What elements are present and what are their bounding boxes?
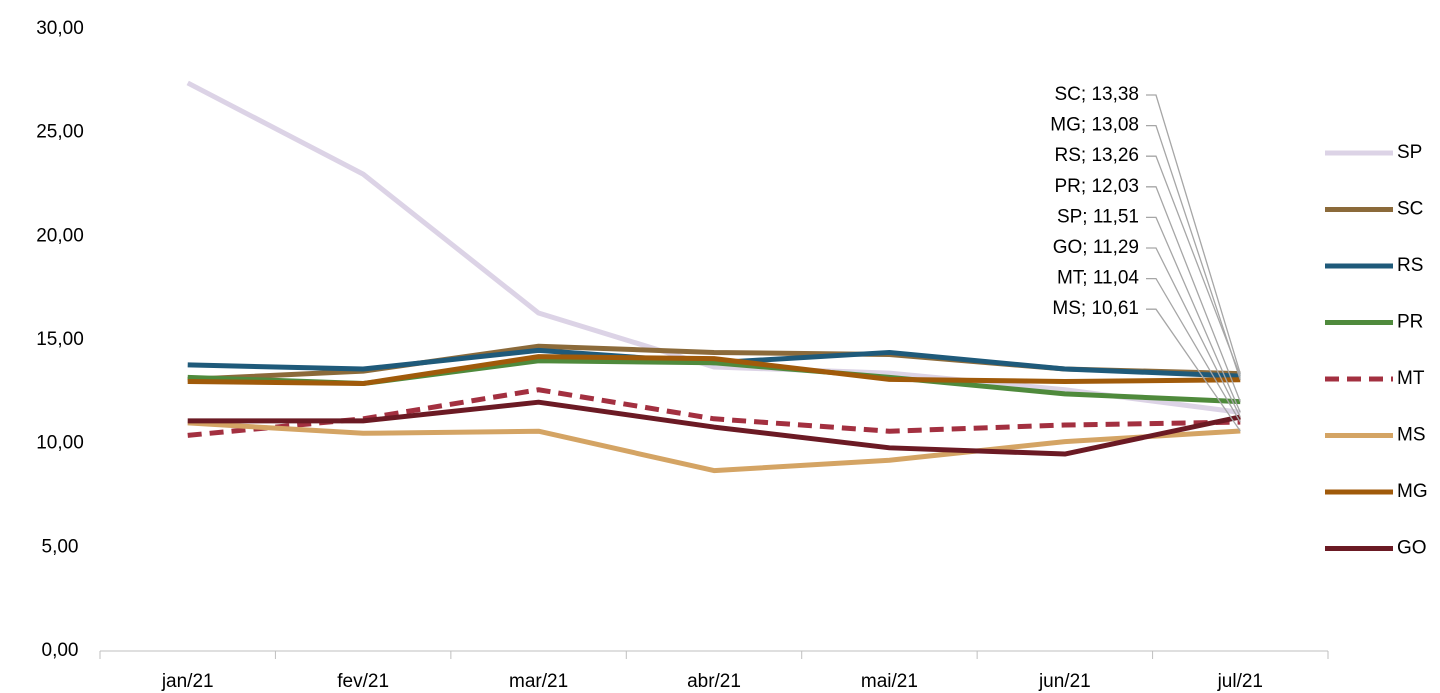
leader-line [1146,124,1241,381]
y-tick-label: 5,00 [42,536,79,557]
data-label: GO; 11,29 [1053,237,1139,258]
y-tick-label: 0,00 [42,640,79,661]
x-tick-label: abr/21 [687,671,741,692]
legend-label: GO [1397,538,1427,559]
y-tick-label: 25,00 [36,122,84,143]
data-label: PR; 12,03 [1055,176,1140,197]
y-tick-label: 15,00 [36,329,84,350]
x-tick-label: jan/21 [161,671,214,692]
x-tick-label: fev/21 [337,671,389,692]
y-tick-label: 30,00 [36,18,84,39]
data-label: SP; 11,51 [1057,206,1139,227]
data-label: MG; 13,08 [1050,115,1139,136]
legend-label: MT [1397,368,1425,389]
series-line [187,399,1241,457]
leader-line [1146,94,1241,374]
leader-line [1146,247,1241,418]
data-label: MT; 11,04 [1057,268,1139,289]
leader-line [1146,155,1241,377]
y-tick-label: 10,00 [36,433,84,454]
data-label: RS; 13,26 [1055,145,1140,166]
leader-line [1146,216,1241,413]
data-label: MS; 10,61 [1052,298,1139,319]
x-tick-label: jun/21 [1038,671,1091,692]
legend-label: RS [1397,255,1423,276]
legend-label: MS [1397,425,1426,446]
legend-label: MG [1397,481,1428,502]
data-label: SC; 13,38 [1055,84,1140,105]
legend-label: SP [1397,142,1422,163]
x-tick-label: mar/21 [509,671,568,692]
series-line [187,354,1241,387]
legend-label: PR [1397,312,1423,333]
leader-line [1146,308,1241,432]
leader-line [1146,277,1241,423]
y-tick-label: 20,00 [36,225,84,246]
series-line [187,420,1241,474]
legend-label: SC [1397,199,1423,220]
series-line [186,80,1241,415]
x-tick-label: mai/21 [861,671,918,692]
leader-line [1146,186,1241,402]
x-tick-label: jul/21 [1217,671,1263,692]
